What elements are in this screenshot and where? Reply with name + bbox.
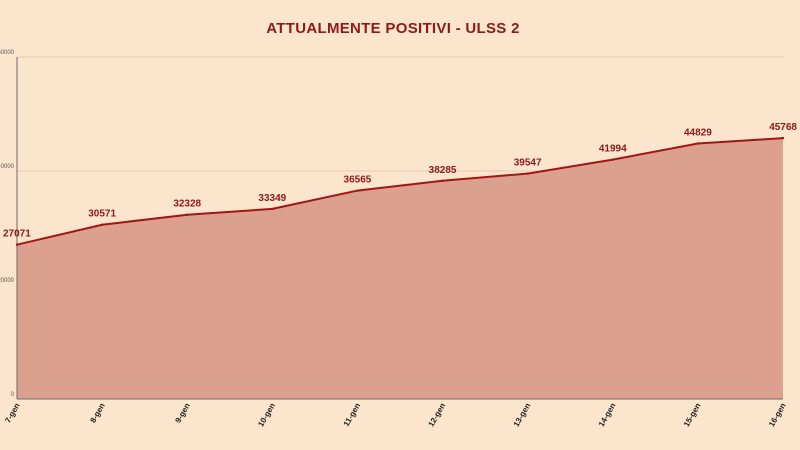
data-label: 39547 [514, 158, 542, 169]
data-point [781, 136, 785, 140]
chart-title: ATTUALMENTE POSITIVI - ULSS 2 [266, 20, 520, 37]
data-point [526, 172, 529, 175]
data-label: 27071 [3, 229, 31, 240]
data-point [100, 223, 104, 226]
data-label: 38285 [429, 165, 457, 176]
x-tick-label: 9-gen [173, 401, 192, 424]
y-tick-label: 0 [11, 392, 15, 398]
x-tick-label: 15-gen [682, 401, 703, 428]
x-tick-label: 7-gen [3, 401, 22, 424]
data-point [271, 207, 274, 211]
data-label: 41994 [599, 144, 627, 155]
x-tick-label: 10-gen [256, 401, 277, 428]
y-tick-label: 60000 [0, 50, 15, 56]
x-tick-label: 12-gen [427, 401, 448, 428]
series-line [16, 137, 784, 246]
data-label: 30571 [88, 209, 116, 220]
y-tick-label: 40000 [0, 164, 15, 170]
x-tick-label: 14-gen [597, 401, 618, 428]
series-area [17, 138, 783, 399]
x-tick-label: 11-gen [342, 401, 363, 428]
data-point [441, 179, 444, 182]
x-tick-label: 16-gen [767, 401, 788, 428]
data-label: 44829 [684, 127, 712, 138]
data-point [15, 243, 19, 246]
data-label: 33349 [258, 193, 286, 204]
x-tick-label: 8-gen [88, 401, 107, 424]
data-point [696, 142, 700, 145]
x-tick-label: 13-gen [512, 401, 533, 428]
data-label: 45768 [769, 122, 797, 133]
data-point [186, 213, 189, 216]
data-point [611, 158, 614, 161]
data-label: 36565 [344, 175, 372, 186]
data-point [356, 189, 359, 192]
data-label: 32328 [173, 199, 201, 210]
